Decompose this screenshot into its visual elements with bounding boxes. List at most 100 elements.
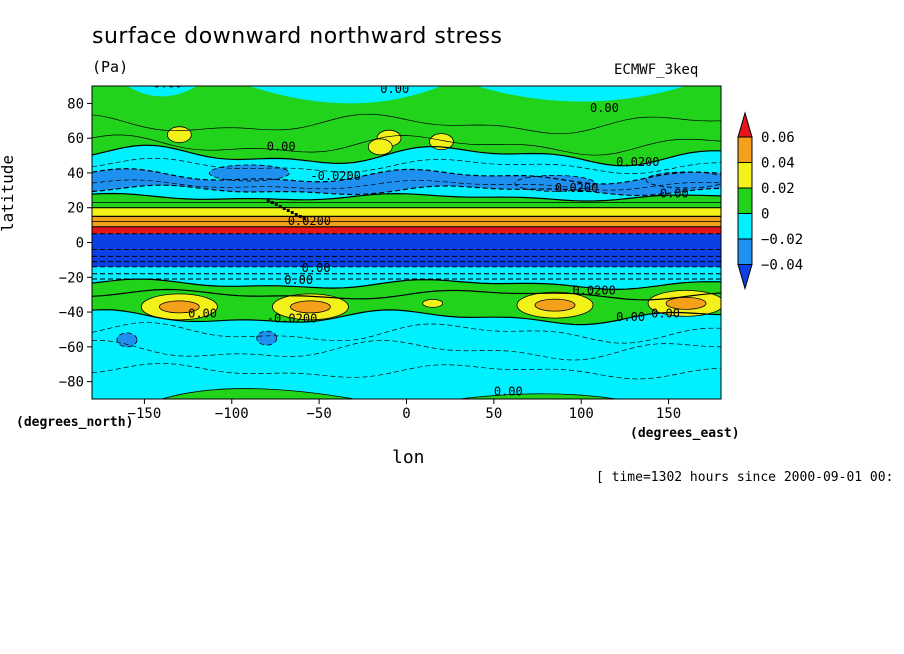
contour-label: 0.00 [284,273,313,287]
dataset-label: ECMWF_3keq [614,62,699,78]
x-axis-label: lon [392,447,425,468]
contour-n2 [92,184,721,197]
contour-label: 0.00 [590,101,619,115]
colorbar: 0.06 0.04 0.02 0 −0.02 −0.04 [737,111,803,291]
dense-mark-4 [282,207,286,211]
band-yellow [92,207,721,217]
x-tick-label: 150 [656,406,681,422]
blob-yellow-n3 [367,138,393,156]
contour-label: 0.00 [188,306,217,320]
contour-n-dash1 [92,157,721,175]
cell-orange-s2 [534,298,576,312]
dense-mark-0 [266,199,270,203]
y-tick-label: 0 [76,236,84,252]
colorbar-label: −0.04 [761,258,803,274]
contour-label: -0.0200 [310,169,361,183]
field-fill [92,86,721,399]
y-tick-label: 60 [67,131,84,147]
contour-s2 [92,309,721,326]
contour-label: 0.0200 [555,181,598,195]
band-red [92,226,721,234]
contour-label: -0.0200 [267,311,318,325]
contour-n-dash2 [92,179,721,191]
blob-blue-s0 [116,332,138,348]
contour-n1 [92,168,721,185]
colorbar-label: 0.02 [761,181,795,197]
colorbar-label: 0.06 [761,130,795,146]
time-stamp: [ time=1302 hours since 2000-09-01 00: [596,470,894,485]
contour-label: 0.0200 [572,284,615,298]
contour-n-solid2 [92,113,721,135]
contour-label: 0.0200 [616,155,659,169]
contour-label: 0.00 [494,385,523,399]
contour-labels: 0.00 0.000.000.00-0.02000.02000.000.02000… [153,77,689,399]
dense-mark-8 [298,215,302,219]
contour-label: 0.0200 [288,214,331,228]
colorbar-segment [737,136,753,163]
blob-blue-n0 [208,164,290,182]
contour-lines [92,113,721,380]
y-tick-label: −20 [59,270,84,286]
blob-blue-s1 [256,330,278,346]
dense-mark-5 [286,209,290,213]
y-tick-label: −80 [59,375,84,391]
colorbar-segment [737,213,753,240]
units-label: (Pa) [92,58,129,76]
colorbar-segment [737,238,753,265]
colorbar-segment [737,162,753,189]
cell-orange-s0 [158,300,200,314]
band-equatorial-blue [92,233,721,267]
contour-n-solid1 [92,134,721,156]
patch-cyan-n3 [476,86,687,102]
dense-mark-2 [274,203,278,207]
x-units-label: (degrees_east) [630,426,740,441]
dense-mark-1 [270,201,274,205]
y-tick-label: −40 [59,305,84,321]
colorbar-label: −0.02 [761,232,803,248]
contour-label: 0.00 [616,310,645,324]
dense-mark-9 [302,217,306,221]
y-tick-label: 80 [67,96,84,112]
contour-s1 [92,288,721,301]
y-tick-label: −60 [59,340,84,356]
blob-yellow-n2 [429,133,454,151]
x-tick-label: 50 [485,406,502,422]
contour-label: 0.00 [380,82,409,96]
colorbar-bottom-arrow [737,264,753,291]
colorbar-top-arrow [737,111,753,138]
patch-cyan-n2 [249,86,442,104]
colorbar-segment [737,187,753,214]
blob-blue-n2 [645,171,721,189]
x-tick-label: −150 [128,406,162,422]
patch-cyan-n1 [126,86,197,97]
band-south-green [92,279,721,300]
y-units-label: (degrees_north) [16,415,134,430]
x-tick-label: 100 [569,406,594,422]
cell-orange-s3 [665,296,707,310]
dense-mark-3 [278,205,282,209]
band-north-green [92,86,721,166]
colorbar-label: 0.04 [761,156,795,172]
contour-label: 0.00 [267,139,296,153]
axes: −150 −100 −50 0 50 100 150 80 60 40 20 0 −20 −40 −60 −8… [59,96,682,422]
contour-s0 [92,278,721,291]
cell-orange-s1 [290,300,331,314]
contour-s-dash1 [92,322,721,344]
contour-n3 [92,192,721,202]
x-tick-label: −50 [306,406,331,422]
contour-label: 0.00 [302,261,331,275]
blob-yellow-n0 [166,126,192,144]
dense-mark-6 [290,211,294,215]
patch-green-s2 [458,393,617,399]
y-tick-label: 20 [67,201,84,217]
contour-label: 0.00 [660,186,689,200]
y-tick-label: 40 [67,166,84,182]
contour-s-dash3 [92,363,721,380]
dense-mark-7 [294,213,298,217]
x-tick-label: −100 [215,406,249,422]
contour-s-dash2 [92,340,721,361]
contour-label: 0.00 [153,77,182,91]
contour-n0 [92,144,721,167]
band-subtropic-green [92,193,721,208]
